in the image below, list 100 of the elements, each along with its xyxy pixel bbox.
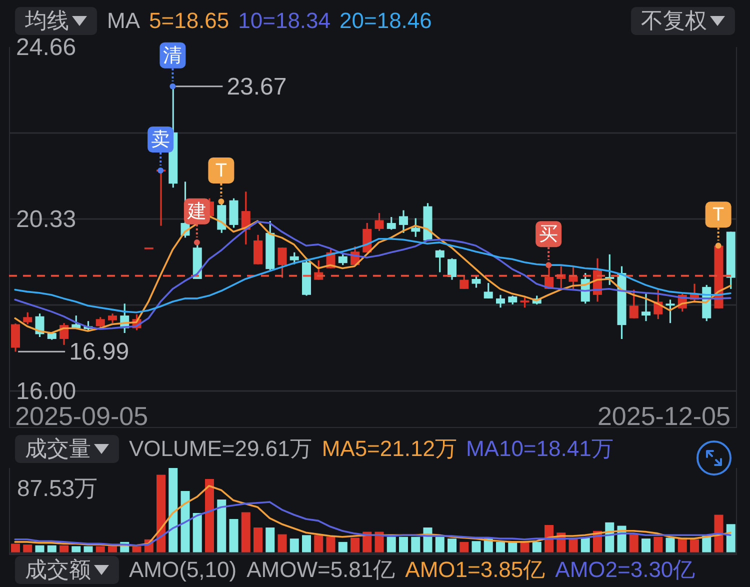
bar xyxy=(411,536,420,553)
dropdown-button[interactable]: 成交额 xyxy=(15,556,119,584)
candlestick xyxy=(496,294,505,308)
bar xyxy=(326,536,336,553)
candlestick xyxy=(290,252,299,266)
bar xyxy=(217,499,226,553)
text: AMO(5,10) xyxy=(129,557,237,583)
bar xyxy=(192,513,202,553)
bar xyxy=(350,538,360,553)
candlestick xyxy=(568,266,578,290)
bar xyxy=(302,535,311,553)
bar xyxy=(399,536,408,553)
bar xyxy=(435,536,444,553)
point xyxy=(546,262,552,268)
candlestick xyxy=(254,234,262,266)
point xyxy=(715,242,722,249)
text: 5=18.65 xyxy=(149,8,230,34)
bar xyxy=(35,545,44,553)
candlestick xyxy=(472,275,481,289)
expand-icon[interactable] xyxy=(696,440,732,476)
candlestick xyxy=(96,316,105,330)
data-label: T xyxy=(712,204,725,226)
dropdown-button[interactable]: 不复权 xyxy=(631,7,735,35)
candlestick xyxy=(666,298,675,324)
candlestick xyxy=(629,288,638,320)
bar xyxy=(460,542,469,553)
text: 2025-12-05 xyxy=(597,401,730,431)
candlestick xyxy=(484,282,493,300)
text: 20=18.46 xyxy=(340,8,432,34)
bar xyxy=(496,542,505,553)
bar xyxy=(629,534,638,553)
bar xyxy=(47,545,56,553)
candlestick xyxy=(338,254,348,266)
legend-title: MA xyxy=(107,8,140,34)
bar xyxy=(580,538,590,553)
bar xyxy=(472,541,481,553)
point xyxy=(194,239,200,246)
candlestick xyxy=(642,292,650,322)
y-tick-label: 20.33 xyxy=(16,206,76,232)
candlestick xyxy=(386,216,396,231)
bar xyxy=(156,474,166,553)
bar xyxy=(532,542,542,553)
bar xyxy=(72,546,81,553)
candlestick xyxy=(448,258,456,281)
bar xyxy=(278,534,287,553)
bar xyxy=(84,546,93,553)
bar xyxy=(642,538,650,553)
candlestick xyxy=(11,322,20,352)
bar xyxy=(108,546,117,553)
bar xyxy=(290,538,299,553)
point xyxy=(218,198,224,205)
annotation: 87.53万 xyxy=(17,475,98,501)
bar xyxy=(666,538,675,553)
candlestick xyxy=(278,246,287,279)
bar xyxy=(654,536,663,553)
text: AMO2=3.30亿 xyxy=(555,556,696,584)
data-label: T xyxy=(215,160,228,182)
bar xyxy=(690,539,699,553)
text: AMO1=3.85亿 xyxy=(405,556,546,584)
candlestick xyxy=(411,217,420,238)
candlestick xyxy=(435,248,444,274)
candlestick xyxy=(520,296,530,308)
candlestick xyxy=(460,275,469,290)
bar xyxy=(229,519,238,553)
bar xyxy=(314,535,324,553)
bar xyxy=(23,544,32,553)
bar xyxy=(254,528,262,553)
bar xyxy=(168,468,178,553)
bar xyxy=(132,546,142,553)
bar xyxy=(96,546,105,553)
candlestick xyxy=(108,312,117,324)
dropdown-button[interactable]: 成交量 xyxy=(15,435,119,463)
data-label: 买 xyxy=(539,224,558,245)
point xyxy=(170,83,176,90)
data-label: 清 xyxy=(163,44,182,66)
bar xyxy=(180,490,190,553)
bar xyxy=(714,514,724,553)
bar xyxy=(266,528,275,553)
bar xyxy=(241,512,250,553)
y-tick-label: 24.66 xyxy=(16,34,76,60)
text: AMOW=5.81亿 xyxy=(246,556,396,584)
point xyxy=(158,168,164,174)
bar xyxy=(205,479,214,553)
bar xyxy=(11,544,20,553)
candlestick xyxy=(23,312,32,326)
data-label: 建 xyxy=(186,200,206,222)
text: VOLUME=29.61万 xyxy=(129,435,312,463)
candlestick xyxy=(314,260,324,281)
candlestick xyxy=(374,212,384,232)
text: MA5=21.12万 xyxy=(322,435,457,463)
text: 16.99 xyxy=(69,338,130,366)
dropdown-button[interactable]: 均线 xyxy=(15,7,97,35)
text: 10=18.34 xyxy=(238,8,331,34)
bar xyxy=(60,545,68,553)
bar xyxy=(338,542,348,553)
text: MA10=18.41万 xyxy=(466,435,614,463)
bar xyxy=(448,538,456,553)
bar xyxy=(386,536,396,553)
data-label: 卖 xyxy=(151,129,170,150)
text: 23.67 xyxy=(226,72,287,100)
